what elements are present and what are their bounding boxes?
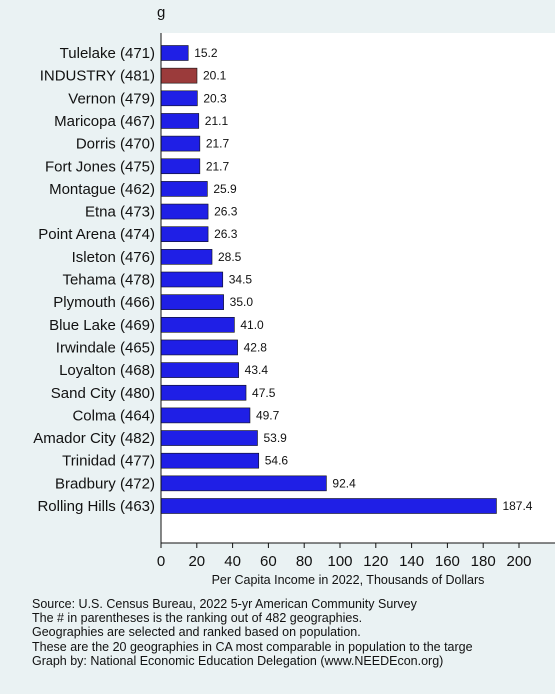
- bar: [160, 452, 260, 469]
- footnote-source: Source: U.S. Census Bureau, 2022 5-yr Am…: [32, 597, 417, 611]
- x-ticks-group: 0 20 40 60 80 100 120 140 160 180 200: [157, 543, 532, 570]
- value-label: 20.1: [203, 69, 227, 83]
- category-label: Fort Jones (475): [45, 158, 155, 175]
- category-label: Montague (462): [49, 181, 155, 198]
- bar: [160, 362, 239, 378]
- value-label: 20.3: [203, 91, 227, 105]
- value-label: 42.8: [244, 340, 268, 354]
- bar: [160, 135, 201, 152]
- x-tick-label: 20: [188, 553, 205, 570]
- bars-group: Tulelake (471) 15.2 INDUSTRY (481) 20.1 Vern…: [33, 45, 533, 515]
- category-label: Colma (464): [72, 407, 155, 424]
- value-label: 92.4: [332, 476, 356, 490]
- bar: [160, 67, 198, 84]
- bar: [160, 249, 213, 265]
- bar: [160, 271, 224, 288]
- bar: [160, 45, 189, 61]
- x-axis-title: Per Capita Income in 2022, Thousands of …: [212, 573, 485, 587]
- category-label: Etna (473): [85, 204, 155, 221]
- x-tick-label: 100: [327, 553, 352, 570]
- category-label: Maricopa (467): [54, 113, 155, 130]
- x-tick-label: 200: [506, 553, 531, 570]
- bar: [160, 316, 235, 333]
- value-label: 49.7: [256, 408, 280, 422]
- value-label: 15.2: [194, 46, 218, 60]
- value-label: 25.9: [213, 182, 237, 196]
- category-label: Tulelake (471): [60, 45, 155, 62]
- value-label: 21.7: [206, 159, 230, 173]
- value-label: 53.9: [263, 431, 287, 445]
- x-tick-label: 140: [399, 553, 424, 570]
- x-tick-label: 60: [260, 553, 277, 570]
- value-label: 34.5: [229, 273, 253, 287]
- category-label: Sand City (480): [51, 385, 155, 402]
- x-tick-label: 0: [157, 553, 165, 570]
- value-label: 187.4: [502, 499, 532, 513]
- category-label: Rolling Hills (463): [37, 498, 155, 515]
- value-label: 47.5: [252, 386, 276, 400]
- x-tick-label: 80: [296, 553, 313, 570]
- value-label: 26.3: [214, 227, 238, 241]
- x-tick-label: 120: [363, 553, 388, 570]
- bar: [160, 113, 200, 129]
- bar: [160, 90, 198, 107]
- bar: [160, 226, 209, 242]
- value-label: 28.5: [218, 250, 242, 264]
- category-label: Tehama (478): [62, 272, 155, 289]
- category-label: Blue Lake (469): [49, 317, 155, 334]
- x-tick-label: 160: [435, 553, 460, 570]
- value-label: 54.6: [265, 454, 289, 468]
- bar: [160, 181, 208, 197]
- footnote-credit: Graph by: National Economic Education De…: [32, 653, 444, 668]
- footnote-ranking: The # in parentheses is the ranking out …: [32, 611, 363, 626]
- bar: [160, 203, 209, 220]
- category-label: Point Arena (474): [38, 226, 155, 243]
- category-label: Amador City (482): [33, 430, 155, 447]
- category-label: Vernon (479): [68, 90, 155, 107]
- category-label: Plymouth (466): [53, 294, 155, 311]
- value-label: 21.7: [206, 137, 230, 151]
- category-label: Irwindale (465): [56, 339, 155, 356]
- footnote-selection: Geographies are selected and ranked base…: [32, 625, 361, 640]
- category-label: Bradbury (472): [55, 475, 155, 492]
- bar: [160, 339, 238, 356]
- bar: [160, 384, 247, 401]
- value-label: 26.3: [214, 205, 238, 219]
- bar: [160, 475, 327, 492]
- x-tick-label: 180: [471, 553, 496, 570]
- header-fragment: g: [157, 4, 165, 21]
- footnote-comparison: These are the 20 geographies in CA most …: [32, 639, 473, 654]
- category-label: Isleton (476): [72, 249, 155, 266]
- category-label: Trinidad (477): [62, 453, 155, 470]
- bar: [160, 294, 224, 310]
- bar: [160, 430, 258, 446]
- value-label: 21.1: [205, 114, 229, 128]
- category-label: Loyalton (468): [59, 362, 155, 379]
- value-label: 35.0: [230, 295, 254, 309]
- value-label: 43.4: [245, 363, 269, 377]
- bar: [160, 498, 497, 514]
- value-label: 41.0: [240, 318, 264, 332]
- category-label: Dorris (470): [76, 136, 155, 153]
- bar: [160, 407, 251, 424]
- bar: [160, 158, 201, 175]
- x-tick-label: 40: [224, 553, 241, 570]
- footnote-block: Source: U.S. Census Bureau, 2022 5-yr Am…: [32, 597, 555, 668]
- category-label: INDUSTRY (481): [40, 68, 155, 85]
